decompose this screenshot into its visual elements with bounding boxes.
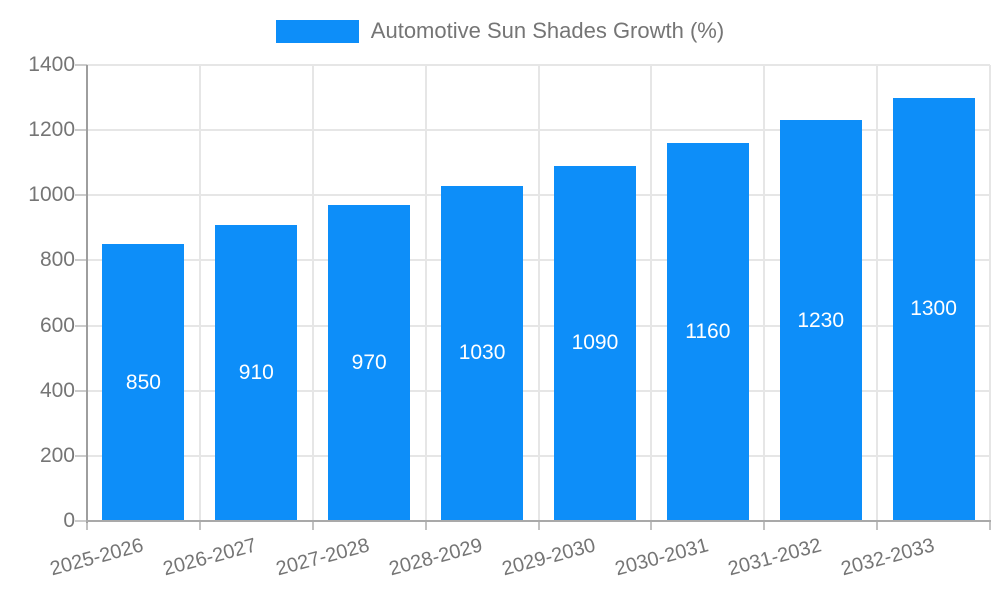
x-axis-tick <box>424 521 427 530</box>
bar[interactable] <box>441 185 524 521</box>
gridline-vertical <box>424 65 427 521</box>
gridline-vertical <box>989 65 991 521</box>
x-axis-tick <box>876 521 879 530</box>
legend-label: Automotive Sun Shades Growth (%) <box>370 18 725 43</box>
bar[interactable] <box>779 120 862 521</box>
y-axis-tick <box>75 389 87 392</box>
y-axis-tick-label: 1000 <box>28 183 75 207</box>
y-axis-tick <box>75 129 87 132</box>
y-axis-tick <box>75 520 87 522</box>
bar-value-label: 1160 <box>685 320 731 344</box>
y-axis-tick <box>75 259 87 262</box>
x-axis-tick <box>86 521 88 530</box>
x-axis-tick <box>537 521 540 530</box>
y-axis-tick-label: 200 <box>39 443 75 467</box>
bar-value-label: 850 <box>125 370 161 394</box>
x-axis-tick <box>198 521 201 530</box>
x-axis-tick <box>650 521 653 530</box>
x-axis-tick <box>989 521 991 530</box>
y-axis-tick-label: 1400 <box>28 53 75 76</box>
y-axis-tick <box>75 194 87 197</box>
bar[interactable] <box>553 165 636 521</box>
bar-value-label: 1030 <box>458 341 506 365</box>
gridline-vertical <box>198 65 201 521</box>
x-axis-tick <box>763 521 766 530</box>
y-axis-tick <box>75 64 87 66</box>
y-axis-tick <box>75 454 87 457</box>
y-axis-line <box>86 65 88 523</box>
gridline-vertical <box>650 65 653 521</box>
legend-swatch <box>275 19 359 43</box>
y-axis-tick-label: 800 <box>39 248 75 272</box>
x-axis-line <box>86 520 991 522</box>
y-axis-tick-label: 400 <box>39 378 75 402</box>
y-axis-tick-label: 600 <box>39 313 75 337</box>
bar[interactable] <box>666 143 749 521</box>
y-axis-tick <box>75 324 87 327</box>
legend[interactable]: Automotive Sun Shades Growth (%) <box>0 18 1000 44</box>
gridline-vertical <box>537 65 540 521</box>
bar-value-label: 910 <box>238 360 274 384</box>
bar-value-label: 1090 <box>571 331 619 355</box>
bar-value-label: 970 <box>351 351 387 375</box>
bar-value-label: 1300 <box>910 297 957 321</box>
y-axis-tick-label: 0 <box>63 509 75 532</box>
bar-value-label: 1230 <box>797 308 845 332</box>
gridline-vertical <box>763 65 766 521</box>
gridline-vertical <box>876 65 879 521</box>
bar[interactable] <box>892 97 975 521</box>
gridline-vertical <box>311 65 314 521</box>
x-axis-tick <box>311 521 314 530</box>
bar[interactable] <box>102 244 185 521</box>
bar[interactable] <box>215 224 298 521</box>
y-axis-tick-label: 1200 <box>28 118 75 142</box>
bar[interactable] <box>328 205 411 521</box>
